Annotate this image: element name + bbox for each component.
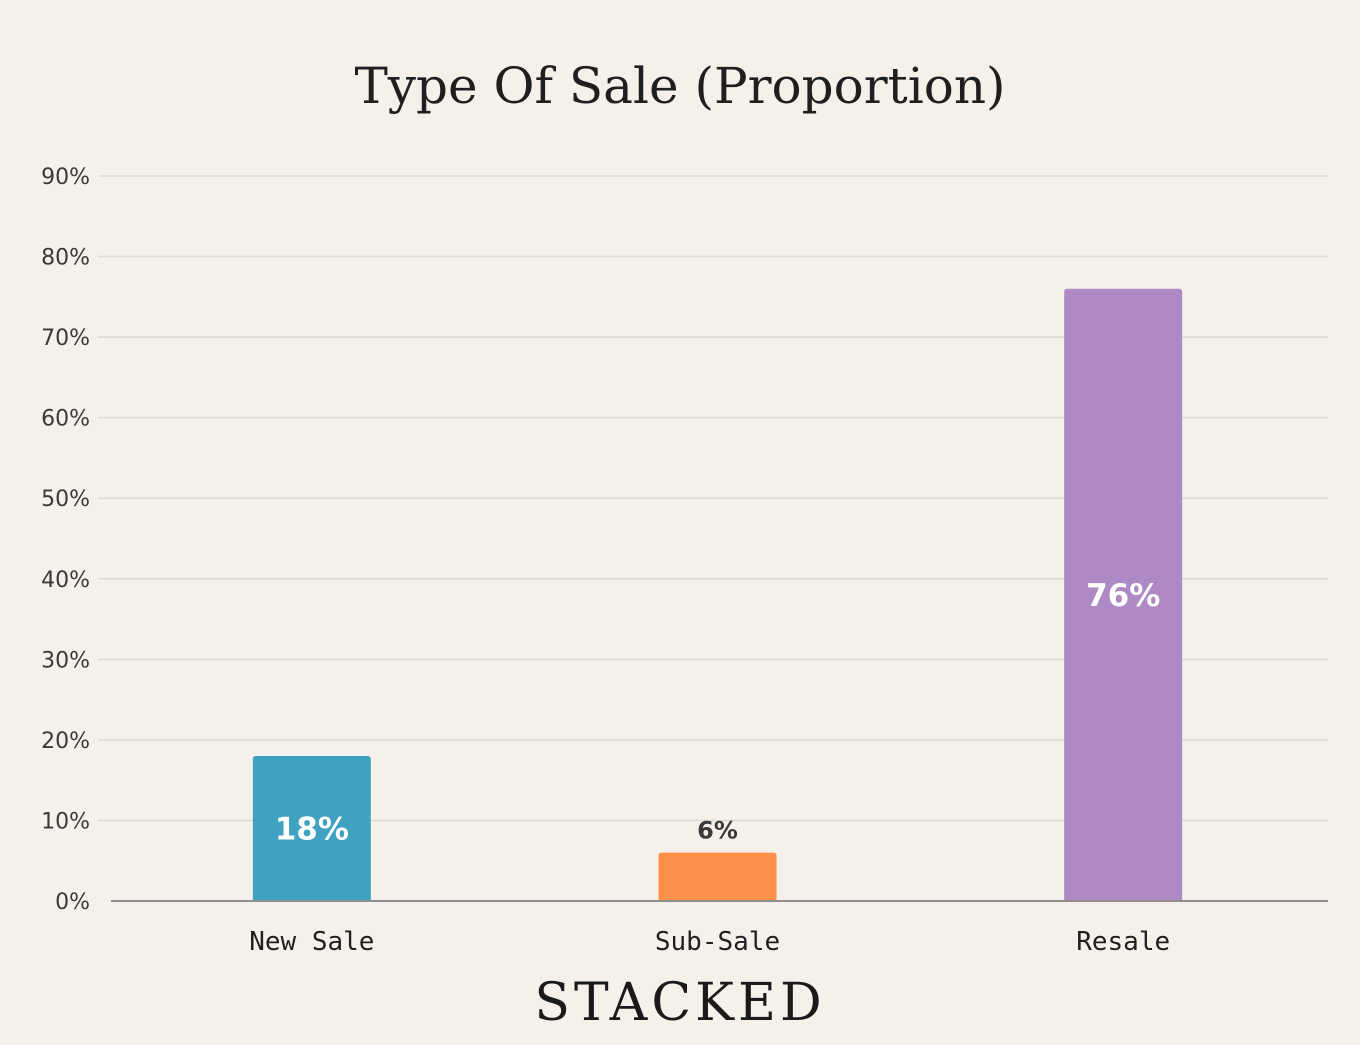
data-labels: 18% 6% 76%	[275, 578, 1161, 848]
y-tick-label: 50%	[41, 487, 90, 512]
x-category-label: Sub-Sale	[655, 927, 780, 957]
y-tick-label: 30%	[41, 648, 90, 673]
y-tick-label: 40%	[41, 568, 90, 593]
grid-lines	[98, 175, 1328, 822]
bar-resale	[1064, 288, 1183, 901]
y-tick-label: 10%	[41, 809, 90, 834]
data-label: 76%	[1086, 578, 1160, 614]
bar-new-sale	[252, 756, 371, 901]
y-tick-label: 20%	[41, 729, 90, 754]
y-tick-label: 60%	[41, 407, 90, 432]
data-label: 18%	[275, 812, 349, 848]
data-label: 6%	[697, 817, 738, 845]
x-category-label: Resale	[1076, 927, 1170, 957]
x-axis-categories: New Sale Sub-Sale Resale	[249, 927, 1170, 957]
y-axis-ticks: 0% 10% 20% 30% 40% 50% 60% 70% 80% 90%	[41, 165, 90, 915]
x-category-label: New Sale	[249, 927, 374, 957]
y-tick-label: 80%	[41, 246, 90, 271]
y-tick-label: 70%	[41, 326, 90, 351]
chart-title: Type Of Sale (Proportion)	[354, 57, 1005, 115]
y-tick-label: 0%	[55, 890, 90, 915]
y-tick-label: 90%	[41, 165, 90, 190]
bar-sub-sale	[658, 852, 777, 901]
brand-logo: STACKED	[534, 973, 825, 1033]
bars	[252, 288, 1183, 901]
